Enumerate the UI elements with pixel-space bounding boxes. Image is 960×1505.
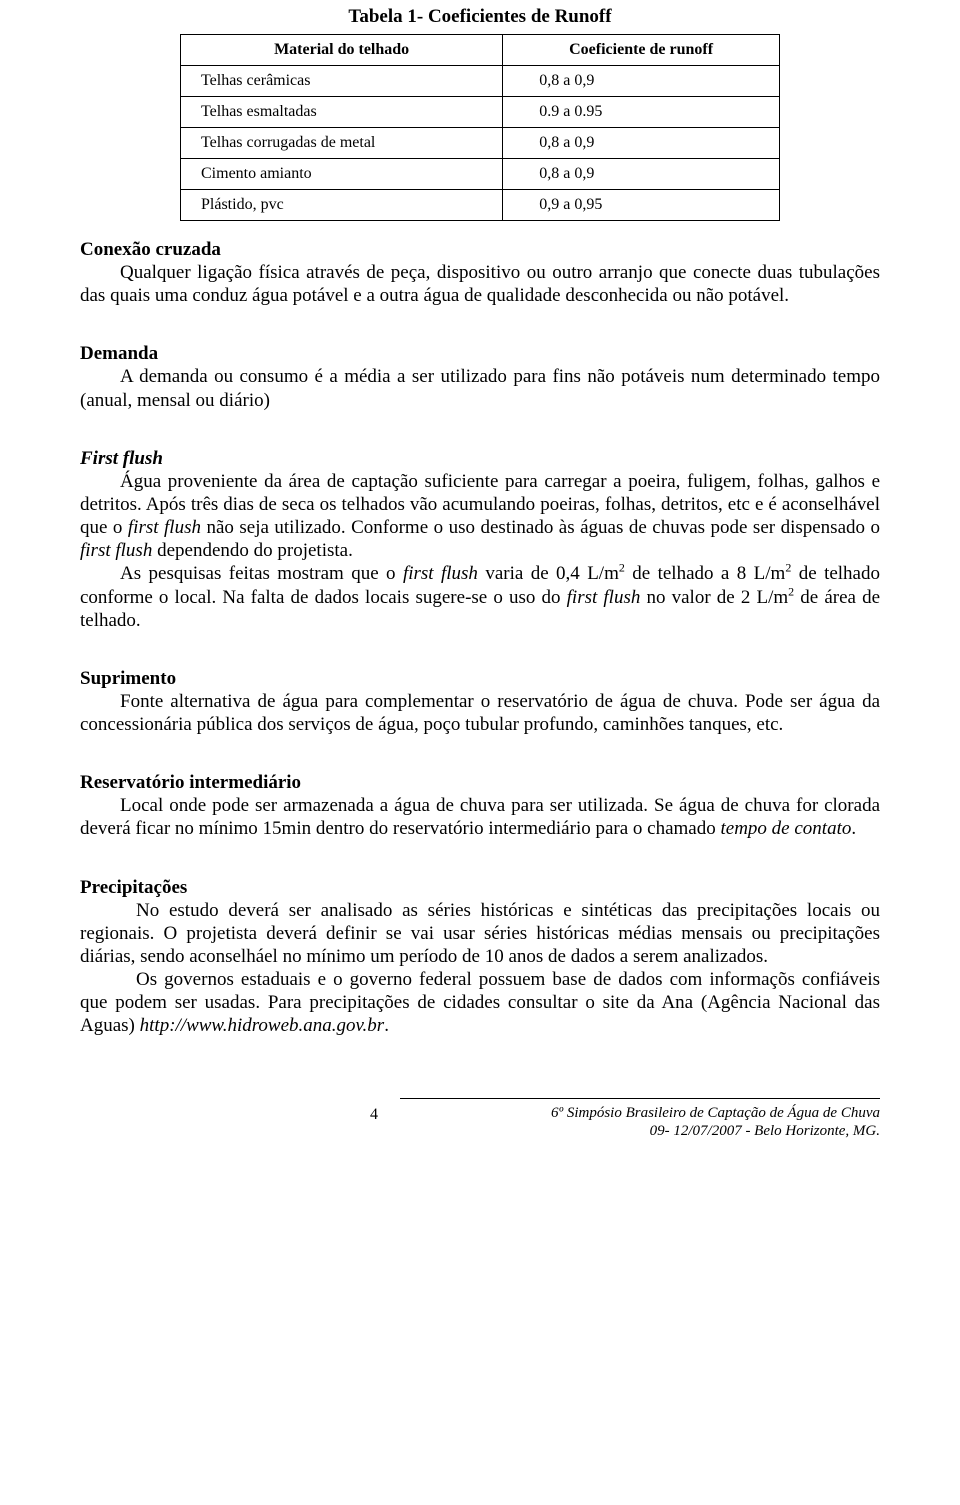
conference-dateplace: 09- 12/07/2007 - Belo Horizonte, MG. — [551, 1122, 880, 1141]
cell-coef: 0.9 a 0.95 — [503, 97, 780, 128]
url-text: http://www.hidroweb.ana.gov.br — [140, 1015, 385, 1036]
cell-coef: 0,8 a 0,9 — [503, 128, 780, 159]
cell-material: Plástido, pvc — [181, 190, 503, 221]
cell-material: Telhas corrugadas de metal — [181, 128, 503, 159]
paragraph: Fonte alternativa de água para complemen… — [80, 690, 880, 736]
heading-conexao: Conexão cruzada — [80, 239, 880, 261]
spacer — [80, 412, 880, 430]
text: no valor de 2 L/m — [640, 587, 788, 608]
heading-precipitacoes: Precipitações — [80, 877, 880, 899]
paragraph: Água proveniente da área de captação suf… — [80, 470, 880, 563]
text: dependendo do projetista. — [152, 540, 353, 561]
table-header-material: Material do telhado — [181, 35, 503, 66]
text: As pesquisas feitas mostram que o — [120, 563, 403, 584]
table-row: Telhas cerâmicas 0,8 a 0,9 — [181, 66, 780, 97]
term-tempo-contato: tempo de contato — [721, 818, 852, 839]
page-content: Tabela 1- Coeficientes de Runoff Materia… — [0, 6, 960, 1198]
spacer — [80, 841, 880, 859]
footer-rule — [400, 1098, 880, 1099]
heading-firstflush: First flush — [80, 448, 880, 470]
term-firstflush: first flush — [128, 517, 201, 538]
paragraph: As pesquisas feitas mostram que o first … — [80, 562, 880, 632]
paragraph: Local onde pode ser armazenada a água de… — [80, 794, 880, 840]
text: de telhado a 8 L/m — [625, 563, 785, 584]
paragraph: Os governos estaduais e o governo federa… — [80, 968, 880, 1038]
text: varia de 0,4 L/m — [478, 563, 619, 584]
cell-coef: 0,8 a 0,9 — [503, 66, 780, 97]
term-firstflush: first flush — [567, 587, 641, 608]
cell-material: Telhas esmaltadas — [181, 97, 503, 128]
text: . — [851, 818, 856, 839]
paragraph: Qualquer ligação física através de peça,… — [80, 261, 880, 307]
conference-title: 6º Simpósio Brasileiro de Captação de Ág… — [551, 1104, 880, 1123]
table-row: Cimento amianto 0,8 a 0,9 — [181, 159, 780, 190]
table-row: Telhas corrugadas de metal 0,8 a 0,9 — [181, 128, 780, 159]
text: Qualquer ligação física através de peça,… — [80, 262, 880, 306]
table-row: Telhas esmaltadas 0.9 a 0.95 — [181, 97, 780, 128]
table-header-coef: Coeficiente de runoff — [503, 35, 780, 66]
term-firstflush: first flush — [403, 563, 478, 584]
spacer — [80, 736, 880, 754]
cell-material: Telhas cerâmicas — [181, 66, 503, 97]
table-header-row: Material do telhado Coeficiente de runof… — [181, 35, 780, 66]
table-caption: Tabela 1- Coeficientes de Runoff — [80, 6, 880, 28]
spacer — [80, 307, 880, 325]
spacer — [80, 632, 880, 650]
paragraph: A demanda ou consumo é a média a ser uti… — [80, 365, 880, 411]
runoff-table: Material do telhado Coeficiente de runof… — [180, 34, 780, 221]
term-firstflush: first flush — [80, 540, 152, 561]
text: . — [384, 1015, 389, 1036]
cell-coef: 0,9 a 0,95 — [503, 190, 780, 221]
table-row: Plástido, pvc 0,9 a 0,95 — [181, 190, 780, 221]
conference-info: 6º Simpósio Brasileiro de Captação de Ág… — [551, 1104, 880, 1142]
page-footer: 4 6º Simpósio Brasileiro de Captação de … — [80, 1098, 880, 1158]
heading-reservatorio: Reservatório intermediário — [80, 772, 880, 794]
text: não seja utilizado. Conforme o uso desti… — [201, 517, 880, 538]
heading-demanda: Demanda — [80, 343, 880, 365]
paragraph: No estudo deverá ser analisado as séries… — [80, 899, 880, 969]
heading-suprimento: Suprimento — [80, 668, 880, 690]
cell-material: Cimento amianto — [181, 159, 503, 190]
cell-coef: 0,8 a 0,9 — [503, 159, 780, 190]
page-number: 4 — [370, 1106, 378, 1124]
